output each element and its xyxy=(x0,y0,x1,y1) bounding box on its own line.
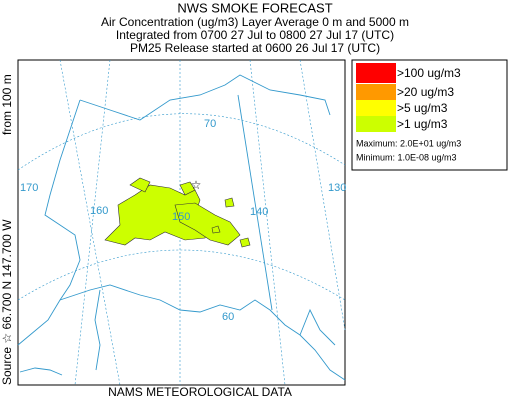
grid-label: 150 xyxy=(172,211,190,223)
legend-label: >100 ug/m3 xyxy=(397,66,461,80)
source-label: Source ☆ 66.700 N 147.700 W xyxy=(0,219,14,385)
legend-swatch xyxy=(356,100,396,116)
legend-minimum: Minimum: 1.0E-08 ug/m3 xyxy=(356,152,457,162)
grid-label: 60 xyxy=(222,311,234,323)
legend-label: >1 ug/m3 xyxy=(397,117,448,131)
subtitle: Air Concentration (ug/m3) Layer Average … xyxy=(101,15,409,29)
smoke-plume xyxy=(104,177,251,248)
legend-swatch xyxy=(356,84,396,100)
legend: Maximum: 2.0E+01 ug/m3 Minimum: 1.0E-08 … xyxy=(351,59,508,171)
legend-label: >20 ug/m3 xyxy=(397,85,454,99)
source-marker: ☆ xyxy=(191,178,202,192)
grid-label: 140 xyxy=(250,206,268,218)
grid-label: 130 xyxy=(328,182,346,194)
height-label: from 100 m xyxy=(0,74,14,135)
title: NWS SMOKE FORECAST xyxy=(177,0,332,15)
legend-maximum: Maximum: 2.0E+01 ug/m3 xyxy=(356,138,461,148)
subtitle: PM25 Release started at 0600 26 Jul 17 (… xyxy=(130,41,380,55)
grid-label: 170 xyxy=(20,182,38,194)
footer: NAMS METEOROLOGICAL DATA xyxy=(108,385,292,399)
legend-swatch xyxy=(356,116,396,132)
subtitle: Integrated from 0700 27 Jul to 0800 27 J… xyxy=(116,28,394,42)
map: ☆ 170 160 150 140 130 70 60 xyxy=(17,59,346,386)
graticule xyxy=(17,59,346,386)
legend-swatch xyxy=(356,63,396,83)
legend-label: >5 ug/m3 xyxy=(397,101,448,115)
grid-label: 70 xyxy=(204,118,216,130)
grid-label: 160 xyxy=(90,205,108,217)
coastline xyxy=(17,74,346,381)
